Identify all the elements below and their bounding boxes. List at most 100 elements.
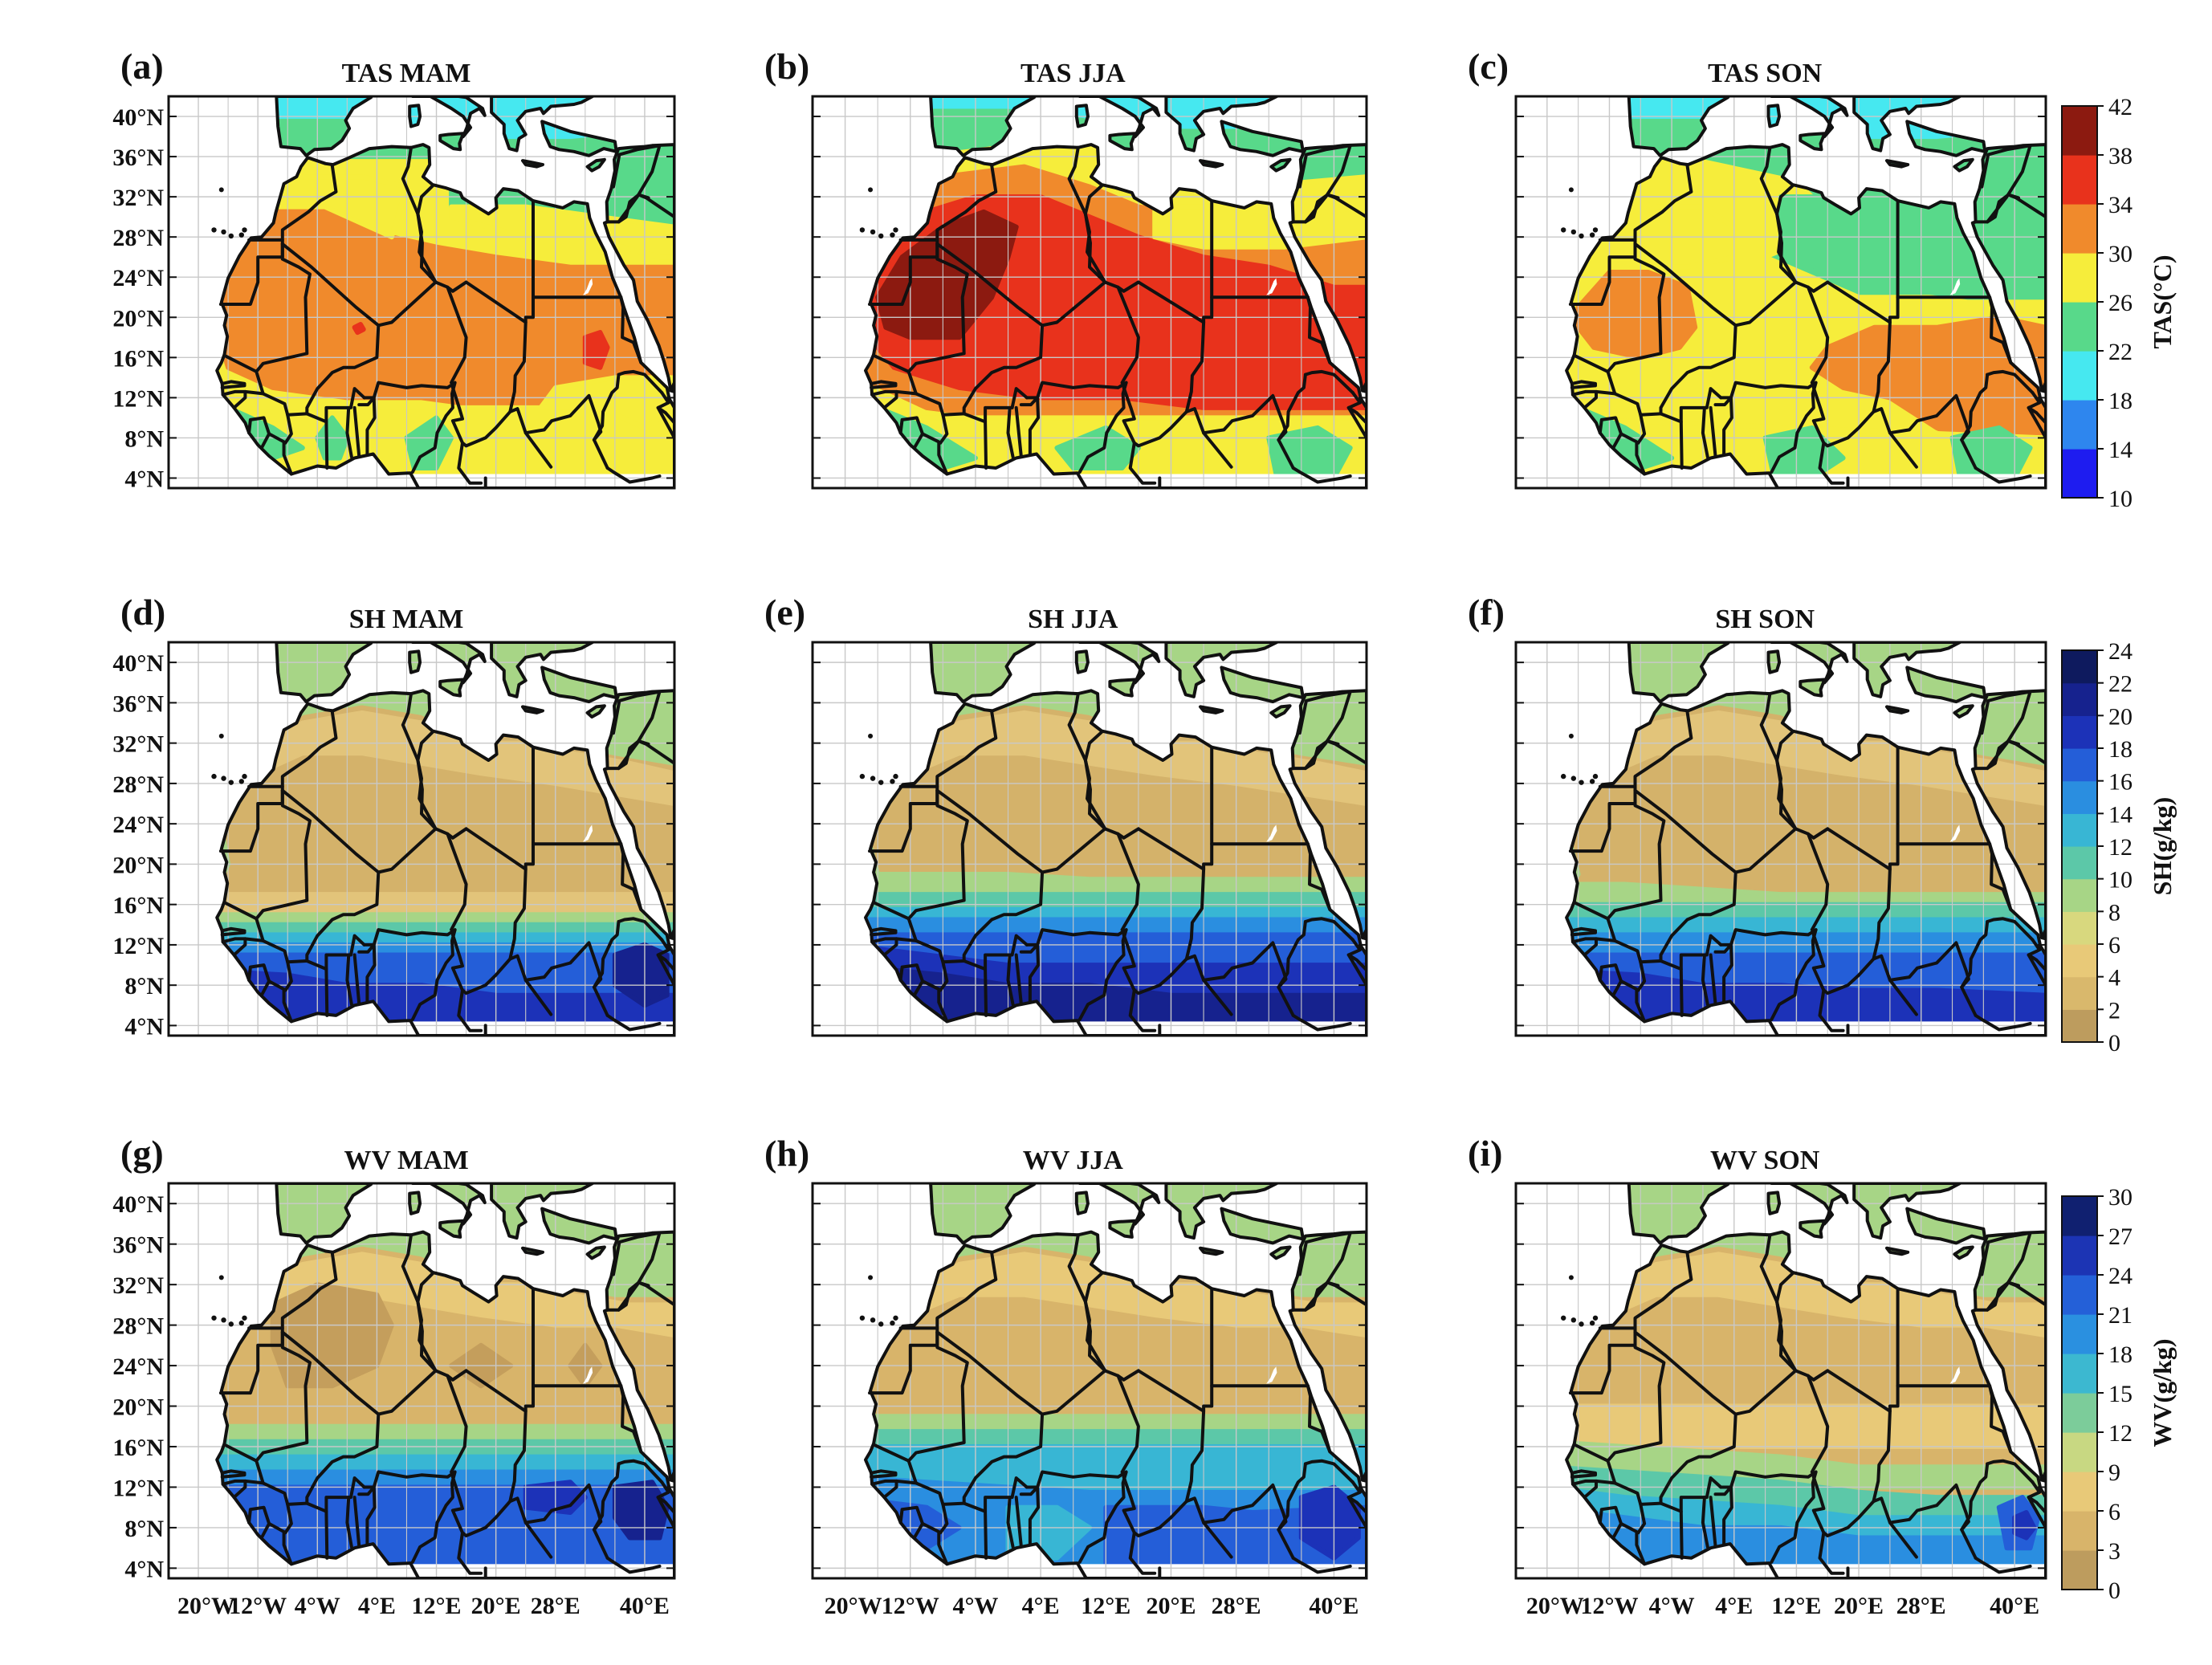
country-border (1709, 953, 1717, 1005)
country-border (939, 1502, 949, 1535)
country-border (1570, 380, 1597, 389)
country-border (1128, 988, 1157, 1032)
madeira-dot (1568, 733, 1574, 739)
country-border (416, 1272, 434, 1304)
country-border (1346, 953, 1367, 987)
country-border (921, 432, 949, 476)
colorbar-tick-label: 10 (2108, 486, 2133, 512)
coastline (929, 642, 1037, 704)
lat-label: 20°N (112, 1394, 164, 1421)
coastline (1627, 1183, 1730, 1245)
colorbar-tick-label: 12 (2108, 834, 2133, 861)
colorbar-tick-label: 18 (2108, 388, 2133, 414)
country-border (1636, 1502, 1647, 1535)
madeira-dot (218, 187, 224, 193)
lon-label: 4°W (295, 1593, 340, 1619)
country-border (1986, 369, 2035, 395)
country-border (1291, 466, 1352, 484)
country-border (1980, 1231, 2032, 1276)
colorbar-swatch (2062, 106, 2097, 156)
canary-island-dot (238, 779, 244, 784)
country-border (872, 242, 969, 373)
madeira-dot (1568, 187, 1574, 193)
lat-label: 24°N (112, 1354, 164, 1380)
map-frame (1514, 1182, 2047, 1580)
country-border (222, 1330, 312, 1463)
country-border (605, 1556, 662, 1574)
coastline (1220, 666, 1305, 704)
canary-island-dot (1561, 1315, 1566, 1321)
lake-nasser (1949, 1366, 1961, 1384)
country-border (1572, 788, 1666, 921)
country-border (280, 164, 338, 242)
lat-label: 4°N (124, 1556, 164, 1582)
colorbar-swatch (2062, 780, 2097, 814)
country-border (1986, 1459, 2035, 1484)
lat-label: 12°N (112, 933, 164, 959)
lat-label: 4°N (124, 1013, 164, 1040)
colorbar-swatch (2062, 878, 2097, 912)
canary-island-dot (228, 1321, 234, 1327)
colorbar-tick-label: 0 (2108, 1030, 2120, 1056)
country-border (357, 1485, 377, 1546)
country-border (1116, 832, 1140, 932)
country-border (255, 870, 381, 964)
lake-nasser (1266, 278, 1277, 295)
country-border (617, 144, 662, 224)
coastline (1108, 678, 1137, 698)
panel-letter: (e) (764, 592, 805, 633)
canary-island-dot (1592, 227, 1599, 233)
country-border (1128, 1531, 1157, 1575)
canary-island-dot (859, 227, 866, 233)
country-border (1988, 295, 2013, 364)
coastline (929, 96, 1037, 157)
coastline (215, 1230, 674, 1578)
country-border (1326, 739, 1367, 765)
country-border (232, 937, 247, 957)
canary-island-dot (890, 779, 895, 784)
country-border (1598, 416, 1623, 450)
country-border (416, 1300, 438, 1373)
country-border (1775, 730, 1794, 762)
country-border (255, 324, 381, 417)
canary-island-dot (870, 229, 876, 235)
country-border (1818, 1531, 1845, 1575)
canary-island-dot (211, 773, 217, 780)
country-border (220, 380, 246, 389)
coastline (1953, 704, 1974, 719)
country-border (1184, 867, 1233, 1016)
country-border (1988, 842, 2013, 911)
canary-island-dot (1592, 1315, 1599, 1321)
lake-nasser (583, 278, 593, 295)
coastline (1799, 678, 1827, 698)
canary-island-dot (878, 233, 884, 239)
country-border (1679, 1476, 1723, 1513)
coastline (490, 1183, 595, 1240)
coastline (1953, 1245, 1974, 1260)
canary-island-dot (859, 1315, 866, 1321)
country-border (1570, 937, 1617, 944)
coastline (1970, 143, 2046, 393)
country-border (1019, 942, 1041, 1003)
coastline (585, 157, 606, 173)
lon-label: 20°W (825, 1593, 882, 1619)
country-border (1583, 1479, 1598, 1500)
country-border (898, 1505, 924, 1540)
panel-letter: (c) (1468, 46, 1509, 87)
map-frame (811, 95, 1368, 490)
country-border (416, 212, 438, 284)
colorbar-swatch (2062, 253, 2097, 303)
panel-letter: (a) (120, 46, 164, 87)
country-border (280, 710, 338, 788)
country-border (345, 953, 353, 1007)
colorbar-tick-label: 26 (2108, 290, 2133, 316)
lon-label: 12°W (1580, 1593, 1638, 1619)
coastline (275, 642, 373, 704)
country-border (656, 405, 674, 440)
country-border (1083, 759, 1107, 831)
country-border (1974, 466, 2032, 484)
country-border (619, 1384, 643, 1454)
axis-ticks (813, 662, 1367, 1027)
map-panel-c: (c) TAS SON (1468, 46, 2047, 490)
lat-label: 12°N (112, 1475, 164, 1501)
